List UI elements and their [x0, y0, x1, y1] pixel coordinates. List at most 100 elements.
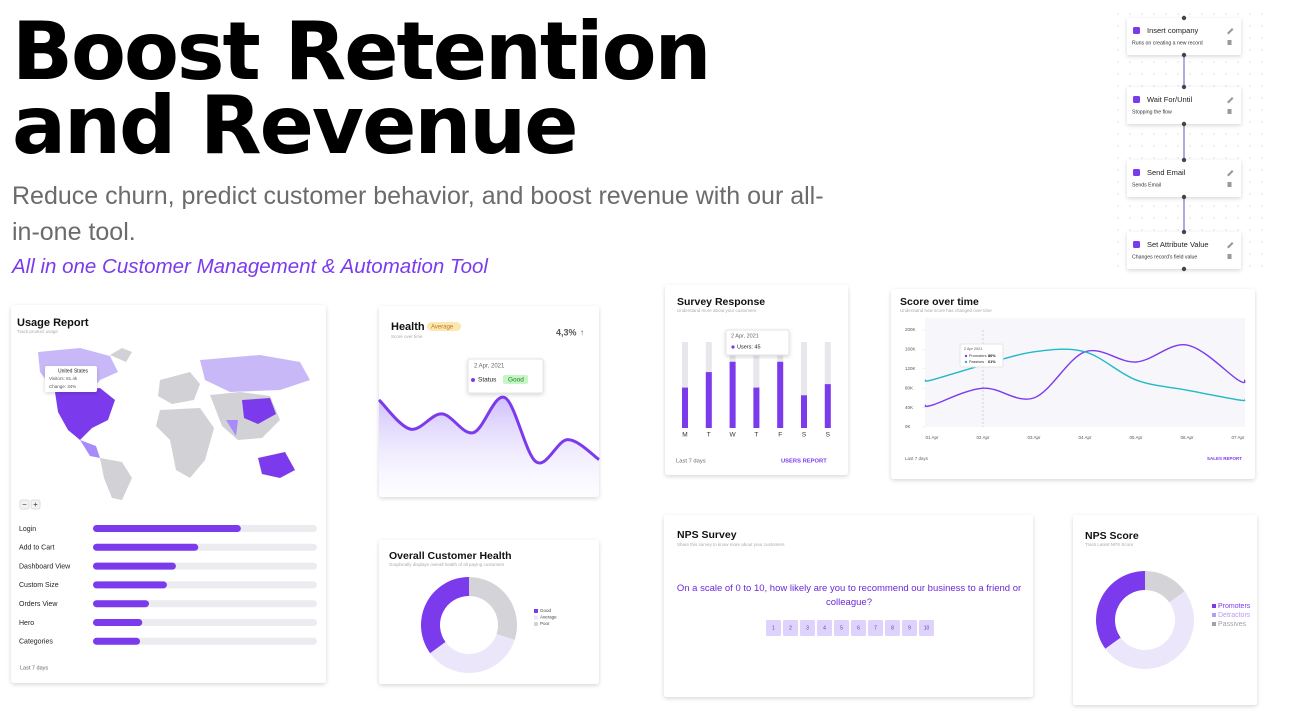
- tooltip: [725, 329, 790, 356]
- card-title: Score over time: [900, 296, 979, 308]
- delete-icon: [1227, 109, 1232, 114]
- scale-button[interactable]: [800, 620, 815, 636]
- tagline: All in one Customer Management & Automat…: [12, 255, 488, 278]
- node-description: Runs on creating a new record: [1132, 40, 1203, 46]
- x-tick-label: 07 Apr: [1231, 435, 1245, 440]
- edit-icon: [1227, 97, 1234, 104]
- card-title: NPS Score: [1085, 530, 1139, 542]
- scale-label[interactable]: 1: [772, 625, 775, 631]
- scale-button[interactable]: [885, 620, 900, 636]
- card-subtitle: Share this survey to know more about you…: [677, 542, 785, 547]
- scale-button[interactable]: [919, 620, 934, 636]
- donut-segment: [469, 577, 517, 640]
- bar: [93, 581, 167, 589]
- node-icon: [1133, 27, 1140, 34]
- tooltip-dot: [964, 354, 968, 358]
- port: [1181, 52, 1187, 58]
- scale-button[interactable]: [902, 620, 917, 636]
- zoom-label[interactable]: −: [22, 500, 27, 509]
- line-series: [924, 348, 1246, 402]
- status-text: Good: [508, 377, 524, 384]
- subtitle: Reduce churn, predict customer behavior,…: [12, 182, 824, 246]
- x-tick-label: 05 Apr: [1129, 435, 1143, 440]
- x-tick-label: T: [707, 432, 711, 439]
- scale-label[interactable]: 5: [840, 625, 843, 631]
- report-link[interactable]: USERS REPORT: [781, 459, 827, 465]
- card-subtitle: Score over time: [391, 334, 423, 339]
- world-map: [38, 348, 310, 500]
- scale-label[interactable]: 6: [857, 625, 860, 631]
- node-icon: [1133, 169, 1140, 176]
- scale-button[interactable]: [834, 620, 849, 636]
- scale-label[interactable]: 2: [789, 625, 792, 631]
- scale-label[interactable]: 10: [924, 625, 930, 631]
- port: [1181, 121, 1187, 127]
- port: [1181, 15, 1187, 21]
- x-tick-label: W: [730, 432, 737, 439]
- tooltip-dot: [471, 378, 475, 382]
- tooltip-series: Passives: [969, 360, 984, 364]
- scale-button[interactable]: [766, 620, 781, 636]
- scale-button[interactable]: [868, 620, 883, 636]
- x-tick-label: S: [802, 432, 807, 439]
- line: [377, 396, 600, 465]
- bar: [93, 543, 199, 551]
- donut-segment: [430, 633, 515, 673]
- node-icon: [1133, 96, 1140, 103]
- map-tooltip: [45, 366, 97, 392]
- badge-text: Average: [431, 325, 454, 331]
- legend-swatch: [1212, 622, 1216, 626]
- metric: 4,3%: [556, 327, 577, 337]
- card-title: Health: [391, 321, 425, 333]
- zoom-label[interactable]: +: [33, 500, 38, 509]
- node-description: Sends Email: [1132, 182, 1161, 188]
- tooltip-value: 61%: [988, 360, 996, 364]
- y-tick-label: 0K: [905, 424, 911, 429]
- map-usa: [55, 388, 115, 440]
- bar-label: Custom Size: [19, 582, 59, 589]
- bar: [753, 387, 760, 428]
- port: [1181, 229, 1187, 235]
- map-mexico: [80, 440, 100, 458]
- map-australia: [258, 452, 295, 478]
- scale-label[interactable]: 7: [874, 625, 877, 631]
- scale-button[interactable]: [851, 620, 866, 636]
- edit-icon: [1227, 170, 1234, 177]
- card-subtitle: Understand more about your customers: [677, 308, 757, 313]
- tooltip-text: Users: 45: [737, 344, 761, 350]
- report-link[interactable]: SALES REPORT: [1207, 456, 1242, 461]
- scale-button[interactable]: [783, 620, 798, 636]
- tooltip-label: Status: [478, 377, 497, 384]
- bar-label: Categories: [19, 639, 53, 646]
- scale-label[interactable]: 3: [806, 625, 809, 631]
- x-tick-label: 03 Apr: [1027, 435, 1041, 440]
- card-title: Survey Response: [677, 296, 765, 308]
- question-box: On a scale of 0 to 10, how likely are yo…: [677, 583, 1021, 608]
- scale-label[interactable]: 4: [823, 625, 826, 631]
- bar: [682, 387, 688, 428]
- area: [379, 397, 599, 497]
- badge: [427, 322, 461, 331]
- plot-shade: [925, 318, 1245, 427]
- bar: [93, 600, 149, 608]
- y-tick-label: 40K: [905, 405, 913, 410]
- node-title: Send Email: [1147, 168, 1186, 177]
- tooltip: [959, 343, 1004, 368]
- donut-segment: [1145, 571, 1185, 603]
- port: [1181, 84, 1187, 90]
- scale-button[interactable]: [817, 620, 832, 636]
- legend-swatch: [534, 609, 538, 613]
- bar: [93, 562, 176, 570]
- bar-label: Orders View: [19, 601, 58, 608]
- headline: Boost Retention: [12, 5, 711, 98]
- tooltip-date: 2 Apr 2021: [964, 347, 982, 351]
- tooltip-line: Visitors: 81.4k: [49, 376, 78, 381]
- legend-label: Average: [540, 615, 557, 620]
- bar-track: [93, 619, 317, 626]
- scale-label[interactable]: 9: [908, 625, 911, 631]
- scale-label[interactable]: 8: [891, 625, 894, 631]
- donut-segment: [1096, 571, 1145, 649]
- bar-label: Add to Cart: [19, 545, 54, 552]
- bar: [93, 525, 241, 532]
